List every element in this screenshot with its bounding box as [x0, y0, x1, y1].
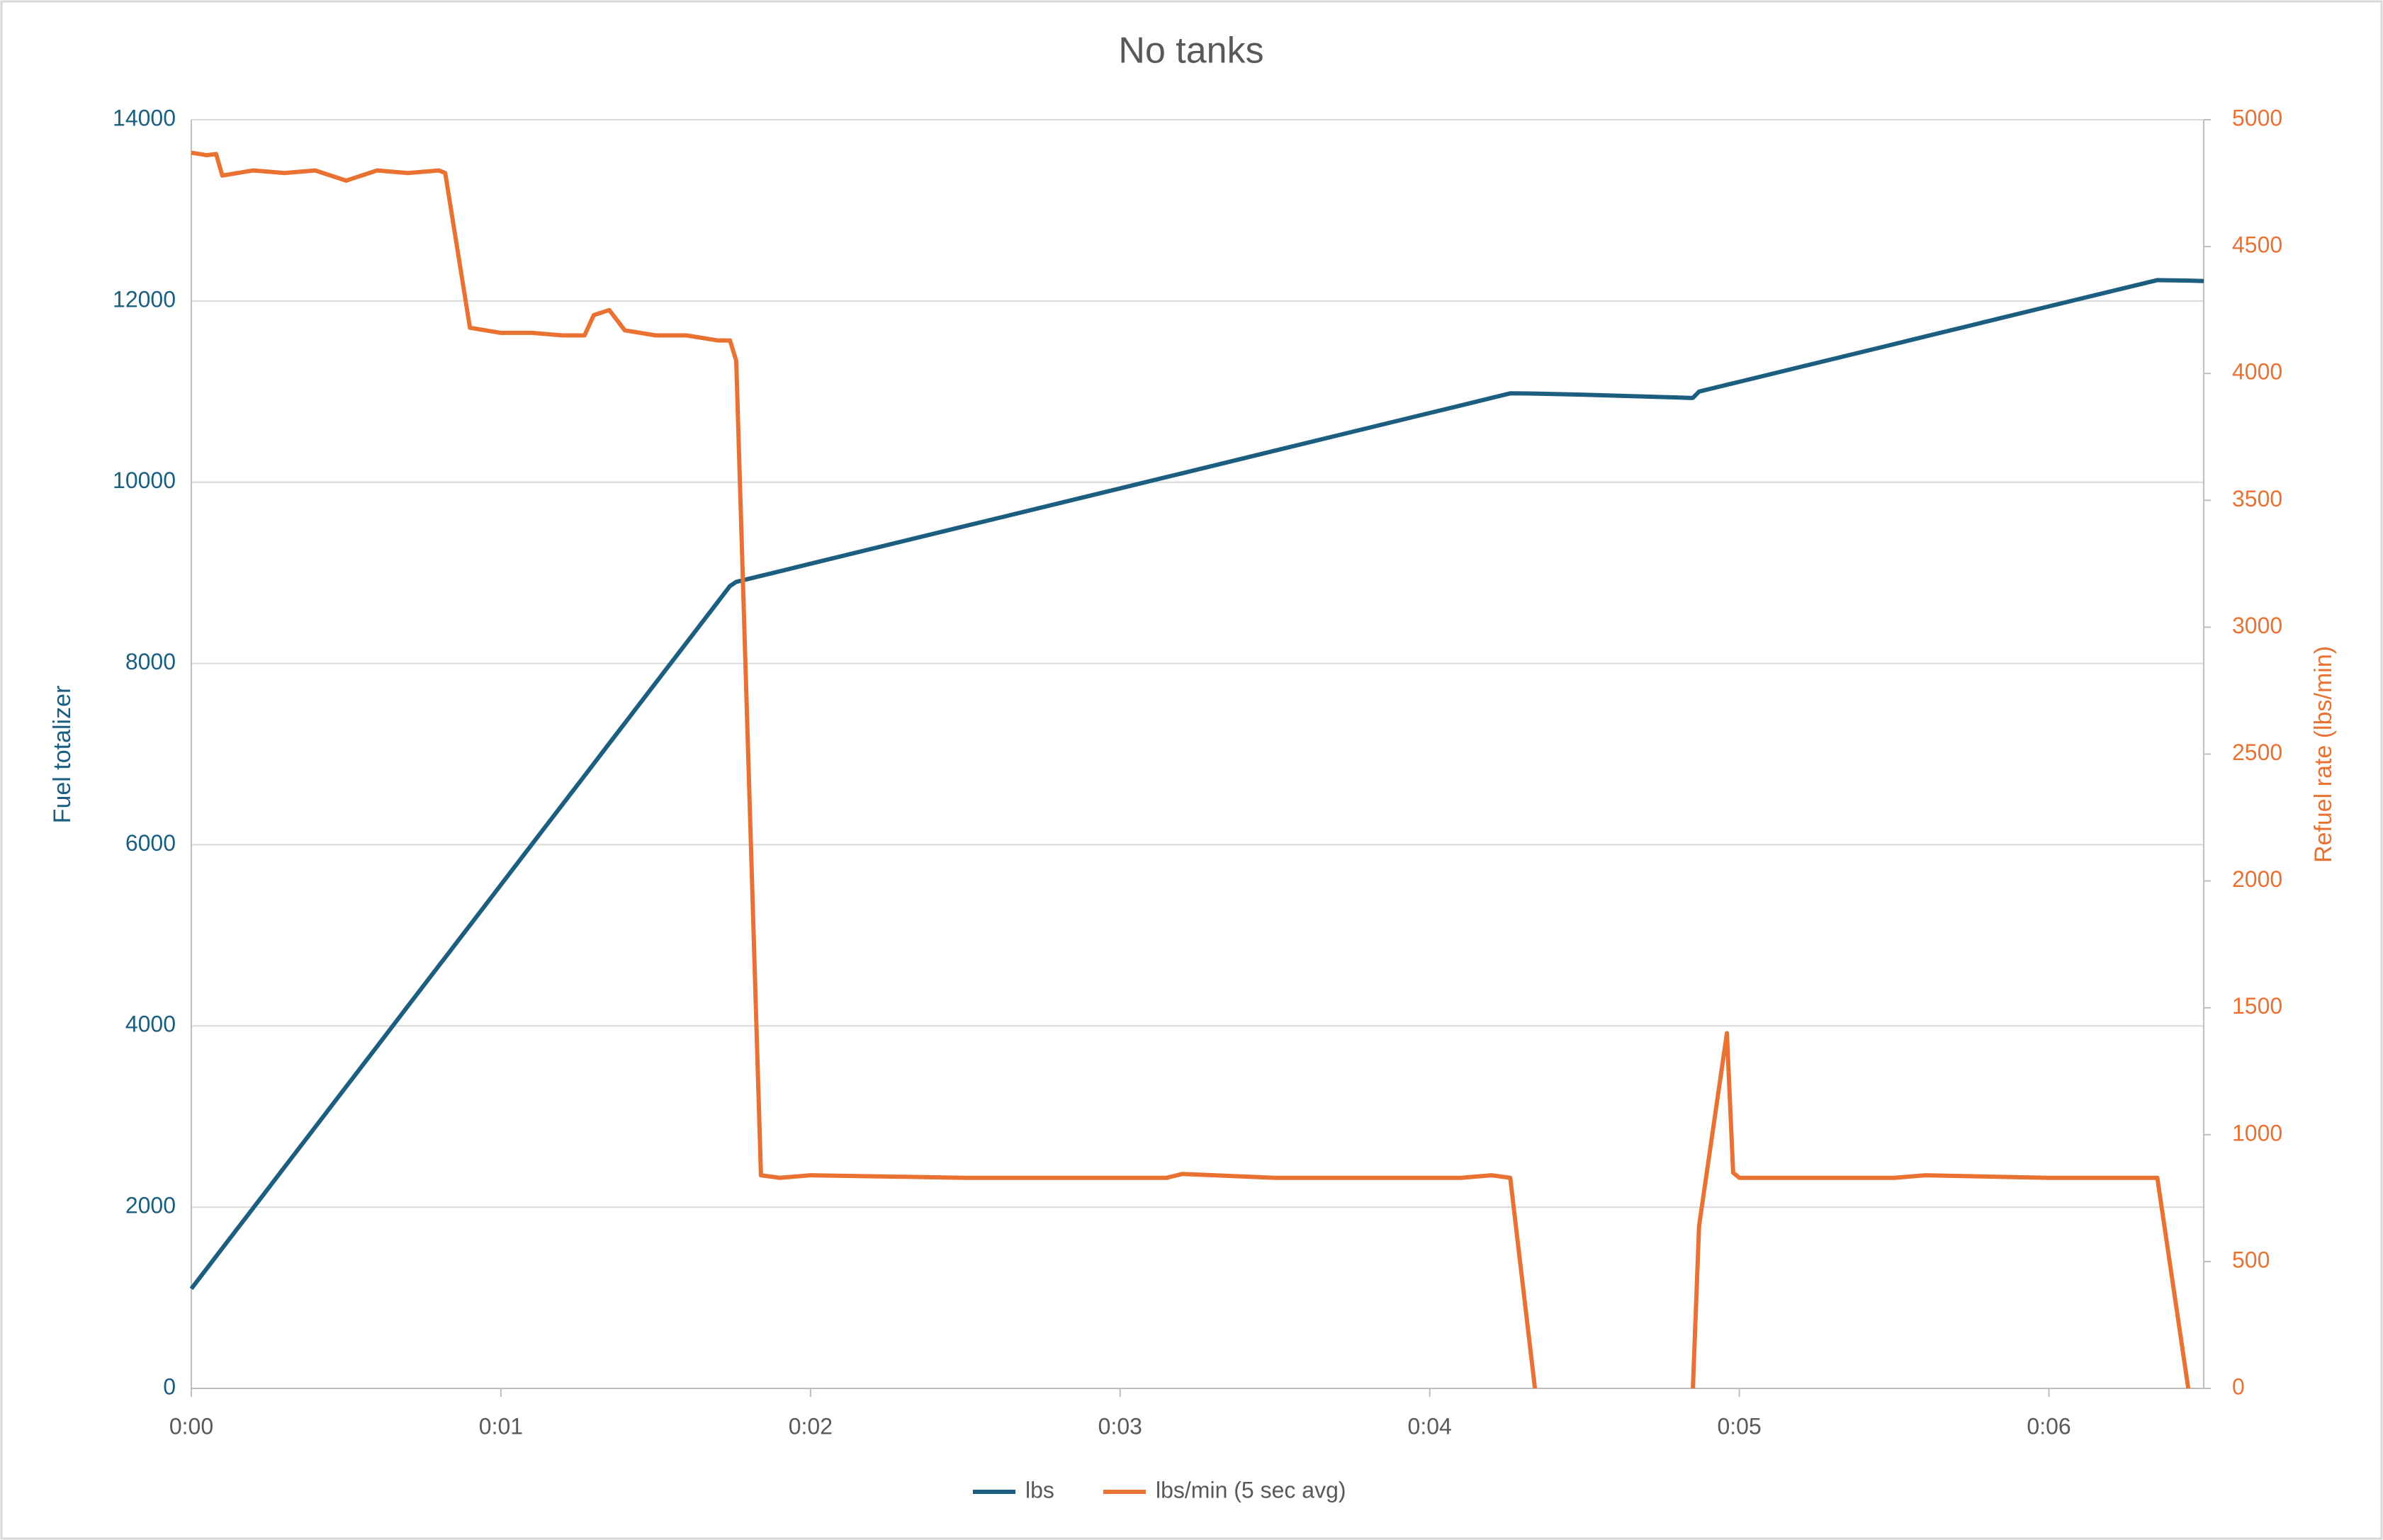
y-tick-label: 6000: [125, 830, 176, 856]
x-tick-label: 0:00: [169, 1413, 213, 1439]
legend-label: lbs/min (5 sec avg): [1156, 1477, 1346, 1502]
y2-tick-label: 3000: [2232, 613, 2282, 638]
y2-tick-label: 1000: [2232, 1120, 2282, 1145]
x-tick-label: 0:02: [789, 1413, 833, 1439]
y2-tick-label: 1500: [2232, 993, 2282, 1019]
y2-tick-label: 5000: [2232, 105, 2282, 130]
y2-tick-label: 500: [2232, 1247, 2270, 1272]
chart-title: No tanks: [1118, 30, 1263, 72]
x-tick-label: 0:03: [1098, 1413, 1142, 1439]
legend-label: lbs: [1025, 1477, 1054, 1502]
y-tick-label: 14000: [113, 105, 176, 130]
series-line: [189, 278, 2204, 1291]
y-tick-label: 2000: [125, 1193, 176, 1218]
y-tick-label: 8000: [125, 649, 176, 674]
y2-tick-label: 2500: [2232, 740, 2282, 765]
x-tick-label: 0:01: [479, 1413, 523, 1439]
y-axis-label: Fuel totalizer: [49, 686, 76, 824]
y2-tick-label: 4000: [2232, 359, 2282, 385]
y2-axis-label: Refuel rate (lbs/min): [2310, 646, 2337, 863]
y2-tick-label: 0: [2232, 1374, 2245, 1399]
x-tick-label: 0:05: [1717, 1413, 1761, 1439]
y-tick-label: 0: [163, 1374, 176, 1399]
x-tick-label: 0:06: [2027, 1413, 2071, 1439]
y2-tick-label: 4500: [2232, 232, 2282, 258]
y-tick-label: 12000: [113, 286, 176, 312]
y-tick-label: 4000: [125, 1012, 176, 1037]
x-tick-label: 0:04: [1408, 1413, 1452, 1439]
series-line: [191, 150, 2191, 1389]
y2-tick-label: 2000: [2232, 866, 2282, 892]
y-tick-label: 10000: [113, 468, 176, 493]
y2-tick-label: 3500: [2232, 486, 2282, 511]
